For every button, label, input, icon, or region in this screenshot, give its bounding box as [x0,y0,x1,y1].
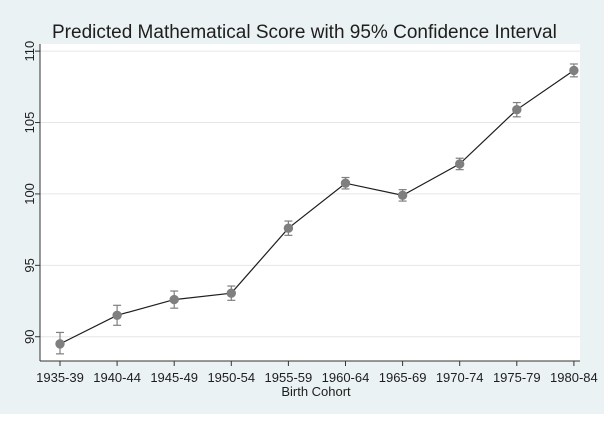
data-point [397,190,408,201]
series-line [59,69,575,345]
data-point [283,223,294,233]
data-point [55,339,65,349]
data-point [169,294,179,305]
y-tick-label: 95 [22,258,37,272]
y-tick-label: 105 [22,112,37,134]
series-layer [55,63,579,355]
x-tick-label: 1950-54 [207,370,255,385]
x-axis-title: Birth Cohort [281,384,351,399]
data-point [455,159,465,169]
data-point [226,288,237,298]
x-tick-labels: 1935-39 1940-44 1945-49 1950-54 1955-59 1960-… [36,370,598,385]
x-tick-label: 1945-49 [150,370,198,385]
x-tick-label: 1965-69 [379,370,427,385]
x-tick-label: 1935-39 [36,370,84,385]
chart-title: Predicted Mathematical Score with 95% Co… [52,22,557,43]
x-tick-label: 1980-84 [550,370,598,385]
axes [35,44,580,366]
data-point [340,178,351,188]
y-tick-label: 110 [22,41,37,62]
data-point [512,104,522,115]
x-tick-label: 1940-44 [93,370,141,385]
x-tick-label: 1960-64 [322,370,370,385]
x-tick-label: 1975-79 [493,370,541,385]
grid-lines [40,50,580,338]
y-tick-label: 100 [22,183,37,205]
chart-figure: Predicted Mathematical Score with 95% Co… [0,0,604,414]
data-point [569,65,579,76]
plot-area [40,44,580,361]
data-point [112,310,122,321]
y-tick-labels: 90 95 100 105 110 [22,41,37,344]
y-tick-label: 90 [22,329,37,343]
chart-svg: Predicted Mathematical Score with 95% Co… [22,22,598,399]
x-tick-label: 1955-59 [265,370,313,385]
x-tick-label: 1970-74 [436,370,484,385]
